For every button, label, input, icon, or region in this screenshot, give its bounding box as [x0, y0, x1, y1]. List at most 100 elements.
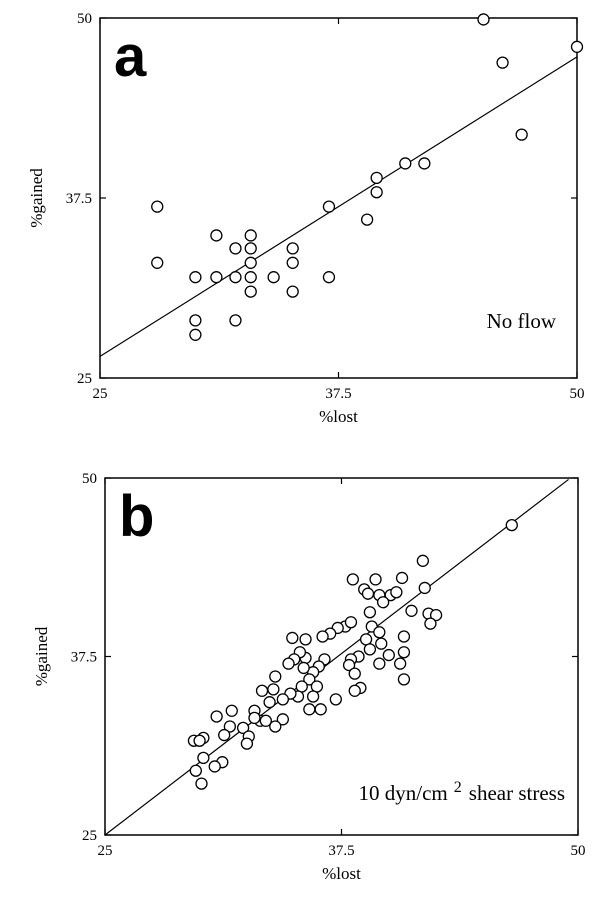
point	[236, 721, 250, 735]
panel-label: b	[119, 484, 154, 549]
fit-line	[104, 478, 569, 836]
point	[244, 256, 257, 269]
point	[363, 643, 377, 656]
point	[286, 242, 299, 255]
y-tick-label: 25	[77, 371, 92, 387]
point	[193, 734, 206, 747]
x-tick-label: 50	[570, 386, 585, 402]
point	[416, 554, 430, 567]
y-axis-label: %gained	[27, 168, 46, 228]
point	[373, 626, 386, 639]
point	[255, 684, 269, 697]
point	[363, 606, 377, 619]
point	[496, 56, 509, 69]
annotation: 10 dyn/cm 2 shear stress	[359, 779, 565, 805]
point	[505, 518, 518, 532]
annotation-part: No flow	[487, 309, 557, 333]
x-tick-label: 25	[93, 386, 108, 402]
point	[197, 751, 210, 765]
point	[397, 630, 411, 643]
point	[263, 696, 276, 709]
point	[240, 737, 254, 750]
point	[369, 573, 382, 586]
point	[303, 703, 316, 716]
point	[348, 667, 361, 680]
point	[276, 693, 289, 706]
point	[394, 657, 407, 670]
point	[395, 571, 409, 585]
point	[390, 586, 403, 599]
x-tick-label: 37.5	[328, 843, 354, 859]
point	[195, 777, 208, 790]
fit-line	[99, 56, 578, 357]
point	[375, 637, 388, 650]
point	[276, 713, 289, 726]
point	[267, 683, 280, 696]
point	[348, 684, 361, 697]
annotation-part: shear stress	[469, 781, 565, 805]
point	[189, 764, 202, 777]
point	[223, 720, 237, 733]
point	[282, 657, 295, 670]
point	[269, 720, 282, 733]
point	[286, 256, 299, 269]
point	[210, 229, 223, 242]
point	[248, 711, 261, 725]
point	[397, 646, 411, 659]
point	[244, 229, 257, 242]
point	[370, 171, 383, 184]
point	[373, 657, 386, 670]
point	[397, 673, 411, 686]
point	[189, 271, 202, 284]
point	[218, 728, 231, 742]
point	[382, 648, 395, 662]
point	[225, 704, 238, 717]
point	[399, 157, 412, 170]
point	[286, 631, 299, 645]
y-tick-label: 37.5	[71, 650, 97, 666]
point	[346, 573, 360, 586]
point	[210, 710, 223, 723]
point	[210, 271, 223, 284]
point	[418, 157, 431, 170]
point	[570, 40, 584, 53]
point	[316, 630, 329, 643]
point	[515, 128, 528, 141]
point	[405, 604, 418, 617]
point	[244, 285, 257, 298]
point	[259, 714, 272, 727]
point	[370, 186, 383, 199]
point	[299, 633, 312, 646]
x-axis-label: %lost	[319, 407, 358, 426]
annotation-part: 2	[454, 779, 462, 796]
point	[360, 213, 374, 226]
point	[189, 314, 202, 327]
point	[424, 617, 437, 630]
y-tick-label: 50	[77, 11, 92, 27]
point	[151, 200, 164, 213]
point	[297, 661, 310, 675]
x-tick-label: 37.5	[325, 386, 351, 402]
y-axis-label: %gained	[32, 626, 51, 686]
point	[314, 703, 327, 716]
point	[322, 200, 336, 213]
x-axis-label: %lost	[322, 864, 361, 883]
point	[306, 690, 320, 703]
annotation: No flow	[487, 309, 557, 333]
point	[322, 271, 336, 284]
y-tick-label: 25	[82, 828, 97, 844]
y-tick-label: 50	[82, 471, 97, 487]
annotation-part: 10 dyn/cm	[359, 781, 448, 805]
point	[342, 658, 356, 672]
point	[229, 314, 242, 327]
point	[303, 673, 316, 686]
point	[429, 608, 443, 622]
point	[477, 13, 490, 26]
point	[229, 271, 242, 284]
panel-label: a	[114, 24, 147, 89]
x-tick-label: 25	[98, 843, 113, 859]
point	[208, 760, 221, 773]
point	[189, 328, 202, 341]
